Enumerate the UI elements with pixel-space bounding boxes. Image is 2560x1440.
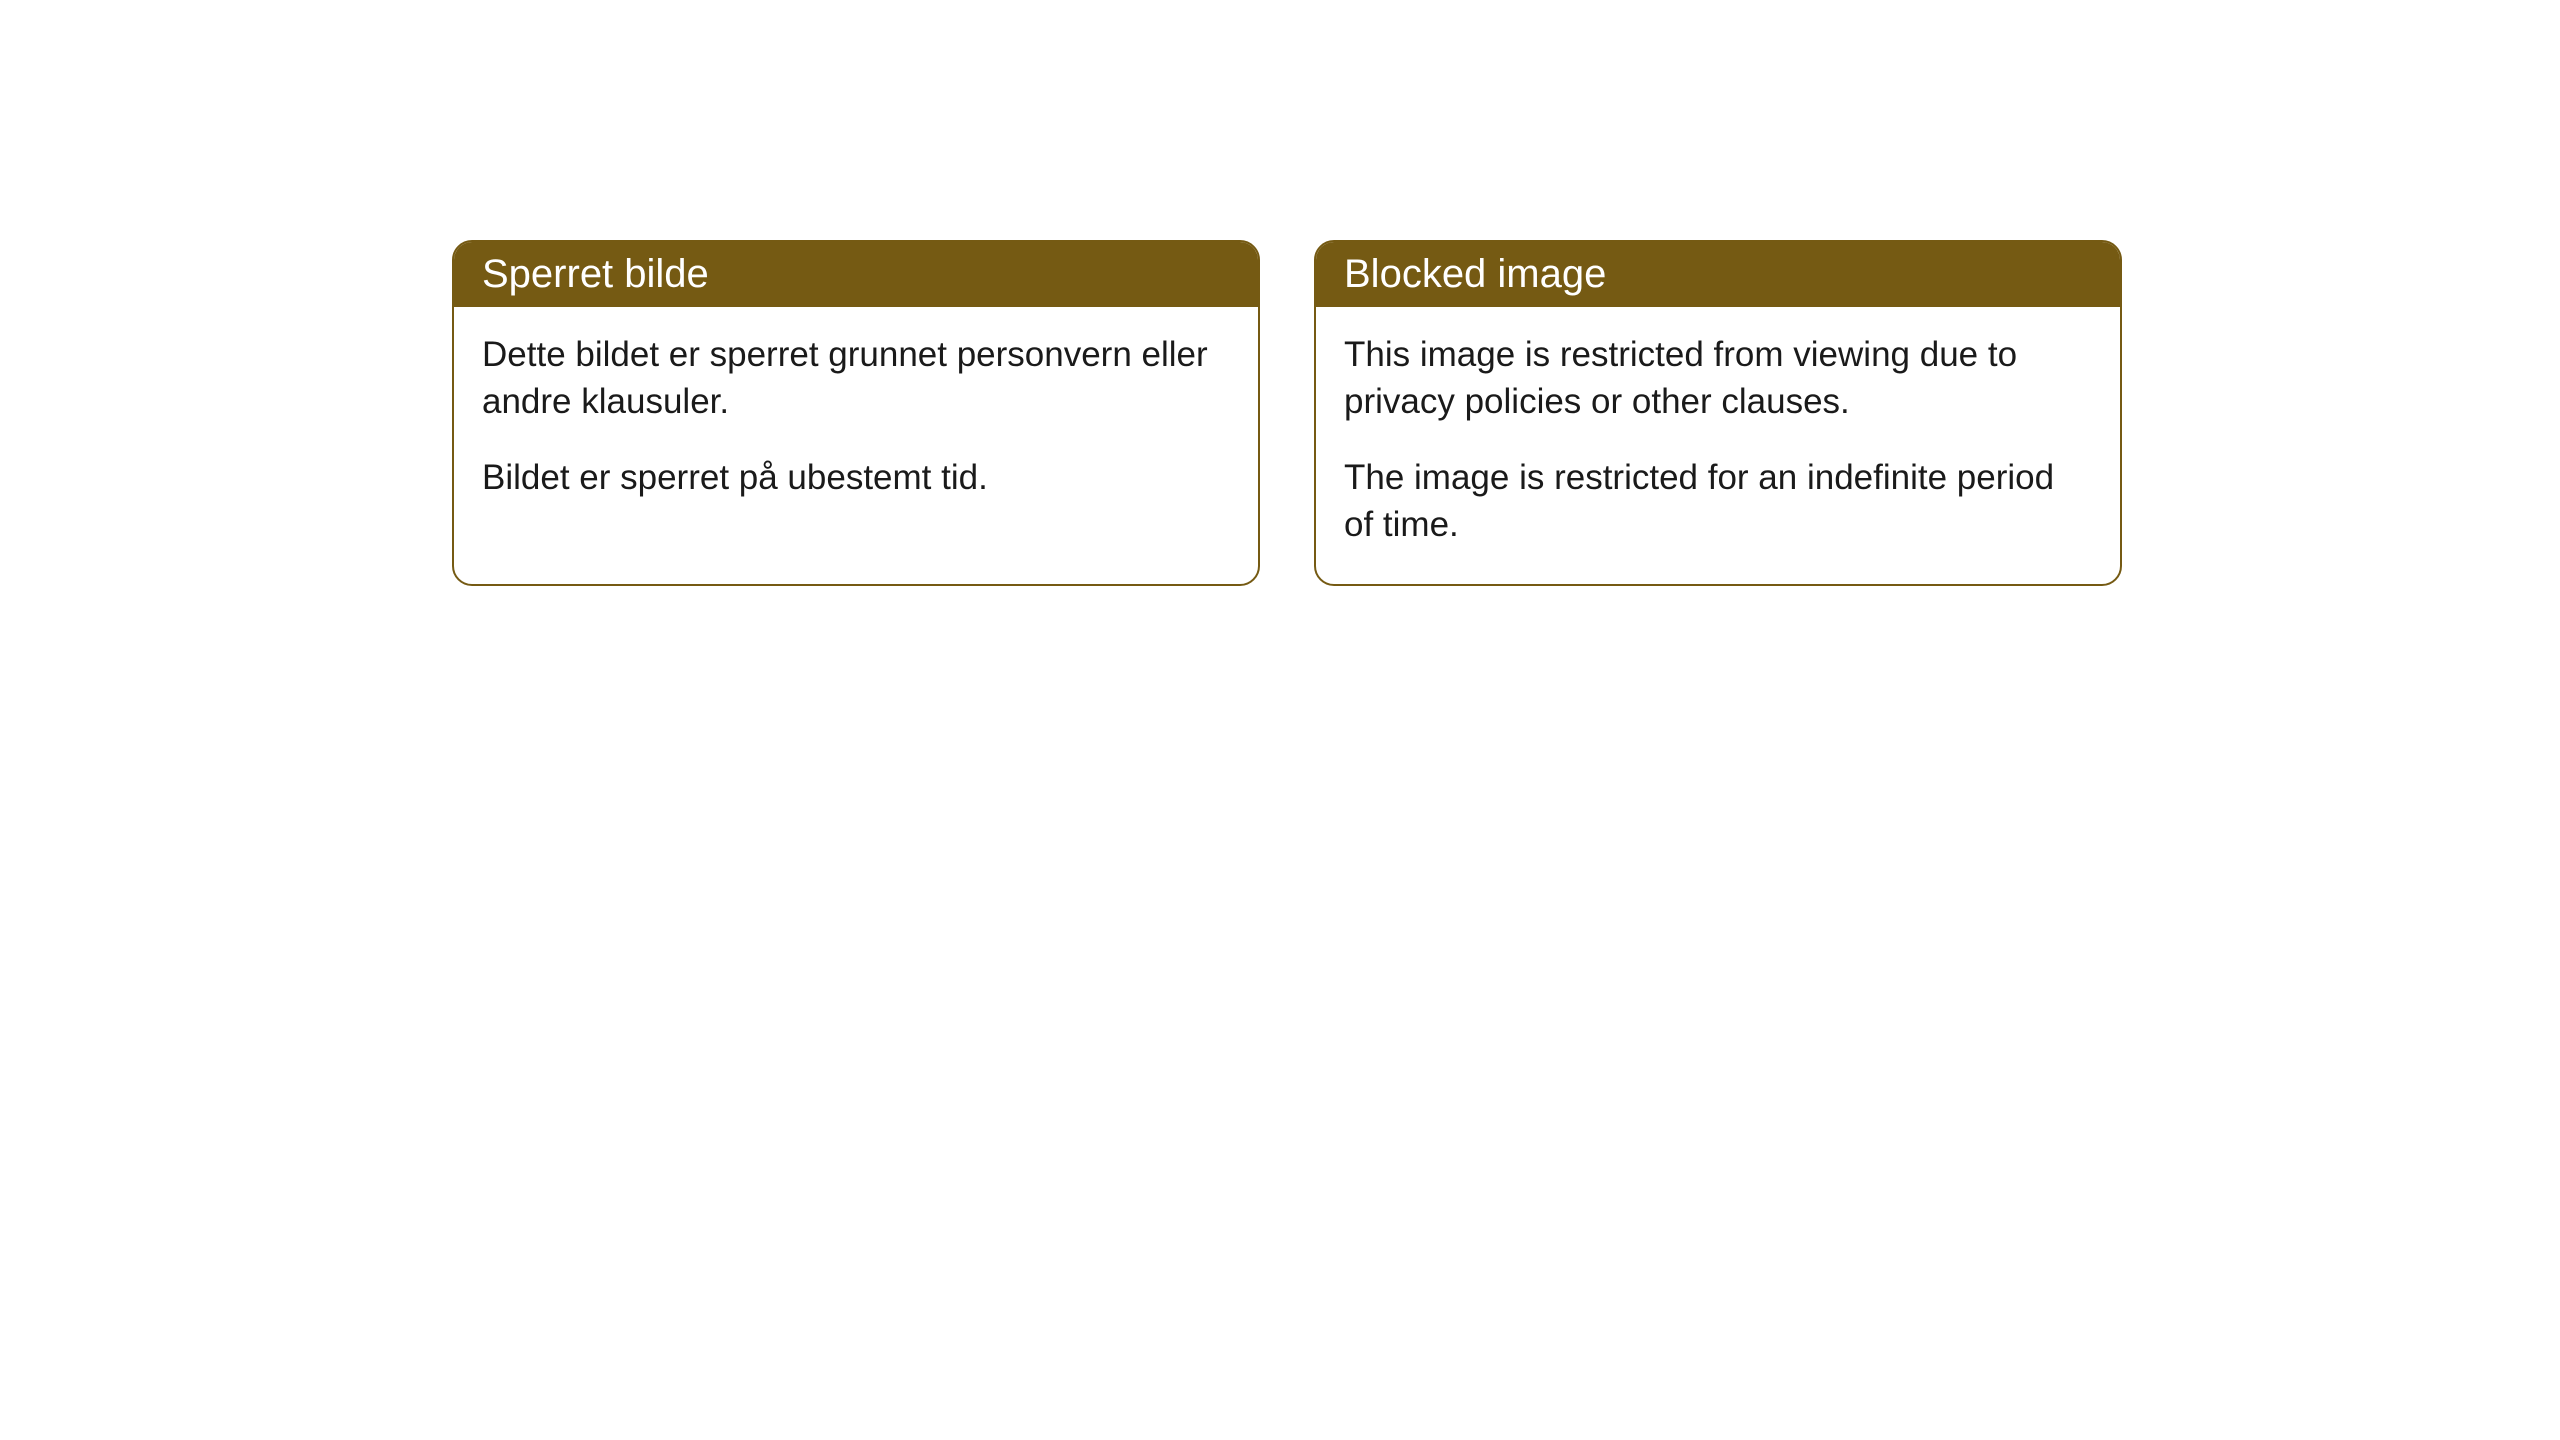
card-title-norwegian: Sperret bilde <box>482 252 709 296</box>
card-paragraph-2-english: The image is restricted for an indefinit… <box>1344 454 2092 549</box>
blocked-image-card-english: Blocked image This image is restricted f… <box>1314 240 2122 586</box>
card-paragraph-2-norwegian: Bildet er sperret på ubestemt tid. <box>482 454 1230 501</box>
cards-container: Sperret bilde Dette bildet er sperret gr… <box>0 0 2560 586</box>
blocked-image-card-norwegian: Sperret bilde Dette bildet er sperret gr… <box>452 240 1260 586</box>
card-paragraph-1-english: This image is restricted from viewing du… <box>1344 331 2092 426</box>
card-body-norwegian: Dette bildet er sperret grunnet personve… <box>454 307 1258 537</box>
card-title-english: Blocked image <box>1344 252 1606 296</box>
card-body-english: This image is restricted from viewing du… <box>1316 307 2120 584</box>
card-paragraph-1-norwegian: Dette bildet er sperret grunnet personve… <box>482 331 1230 426</box>
card-header-norwegian: Sperret bilde <box>454 242 1258 307</box>
card-header-english: Blocked image <box>1316 242 2120 307</box>
